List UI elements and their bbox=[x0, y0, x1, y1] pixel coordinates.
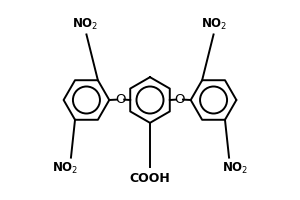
Text: NO$_2$: NO$_2$ bbox=[222, 161, 248, 176]
Text: NO$_2$: NO$_2$ bbox=[201, 17, 228, 32]
Text: O: O bbox=[116, 93, 126, 106]
Text: NO$_2$: NO$_2$ bbox=[72, 17, 99, 32]
Text: COOH: COOH bbox=[130, 172, 170, 185]
Text: O: O bbox=[174, 93, 184, 106]
Text: NO$_2$: NO$_2$ bbox=[52, 161, 78, 176]
